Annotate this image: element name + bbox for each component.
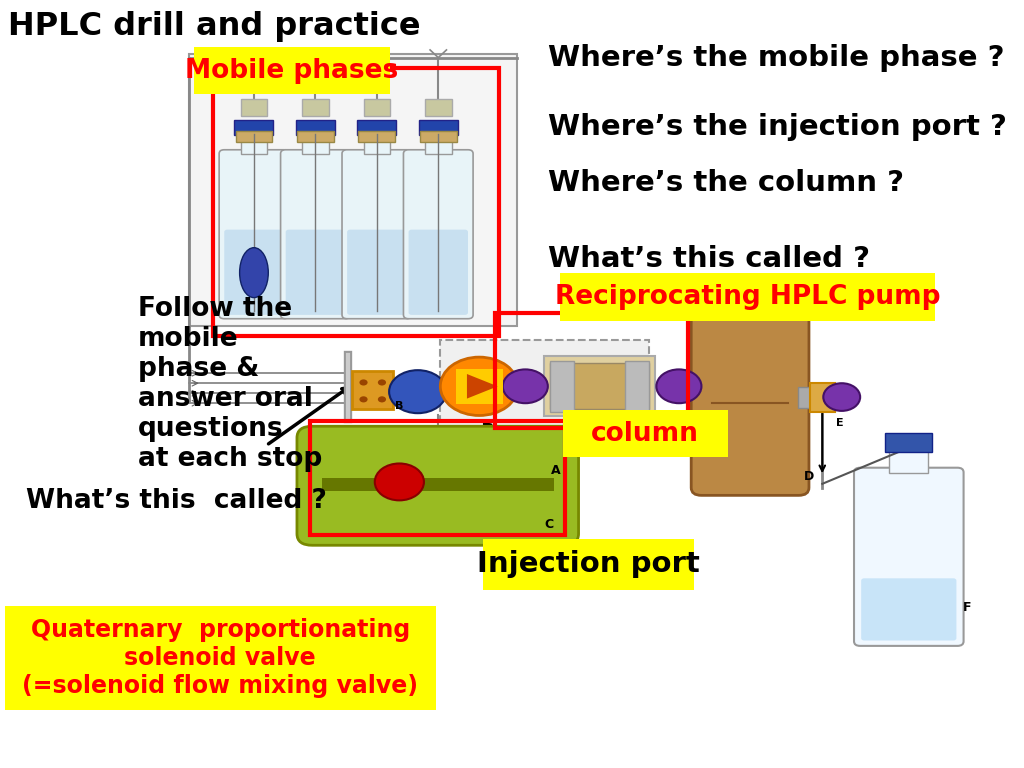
Circle shape [440, 357, 518, 415]
FancyBboxPatch shape [5, 606, 436, 710]
Circle shape [359, 396, 368, 402]
FancyBboxPatch shape [342, 150, 412, 319]
FancyBboxPatch shape [409, 230, 468, 315]
FancyBboxPatch shape [189, 54, 517, 326]
FancyBboxPatch shape [241, 99, 267, 116]
FancyBboxPatch shape [297, 426, 579, 545]
FancyBboxPatch shape [241, 130, 267, 154]
FancyBboxPatch shape [889, 447, 928, 473]
Text: D: D [804, 470, 814, 483]
FancyBboxPatch shape [798, 387, 814, 408]
FancyBboxPatch shape [322, 478, 554, 492]
FancyBboxPatch shape [691, 311, 809, 495]
FancyBboxPatch shape [352, 371, 393, 409]
FancyBboxPatch shape [364, 99, 390, 116]
Circle shape [375, 464, 424, 501]
FancyBboxPatch shape [563, 411, 727, 458]
Text: Where’s the mobile phase ?: Where’s the mobile phase ? [548, 44, 1005, 71]
Text: F: F [963, 601, 971, 614]
Polygon shape [467, 374, 498, 399]
FancyBboxPatch shape [550, 363, 649, 409]
Text: E: E [836, 419, 843, 429]
Circle shape [656, 369, 701, 403]
FancyBboxPatch shape [234, 120, 273, 135]
Text: Where’s the injection port ?: Where’s the injection port ? [548, 113, 1007, 141]
FancyBboxPatch shape [625, 361, 649, 412]
FancyBboxPatch shape [456, 369, 503, 404]
FancyBboxPatch shape [425, 130, 452, 154]
Text: What’s this  called ?: What’s this called ? [26, 488, 327, 514]
Text: A: A [551, 464, 560, 477]
Circle shape [359, 379, 368, 386]
FancyBboxPatch shape [544, 356, 655, 416]
FancyBboxPatch shape [560, 273, 935, 322]
Text: Mobile phases: Mobile phases [185, 58, 398, 84]
FancyBboxPatch shape [286, 230, 345, 315]
Text: C: C [545, 518, 554, 531]
FancyBboxPatch shape [550, 361, 574, 412]
FancyBboxPatch shape [483, 539, 694, 590]
FancyBboxPatch shape [440, 340, 649, 432]
FancyBboxPatch shape [281, 150, 350, 319]
FancyBboxPatch shape [302, 99, 329, 116]
FancyBboxPatch shape [297, 131, 334, 142]
FancyBboxPatch shape [420, 131, 457, 142]
Text: Reciprocating HPLC pump: Reciprocating HPLC pump [555, 284, 940, 310]
Text: Where’s the column ?: Where’s the column ? [548, 169, 904, 197]
Circle shape [503, 369, 548, 403]
Text: B: B [395, 401, 403, 411]
FancyBboxPatch shape [854, 468, 964, 646]
FancyBboxPatch shape [347, 230, 407, 315]
Text: Injection port: Injection port [477, 551, 700, 578]
Text: Quaternary  proportionating
solenoid valve
(=solenoid flow mixing valve): Quaternary proportionating solenoid valv… [23, 618, 418, 698]
FancyBboxPatch shape [236, 131, 272, 142]
Text: Follow the
mobile
phase &
answer oral
questions
at each stop: Follow the mobile phase & answer oral qu… [138, 296, 323, 472]
Circle shape [823, 383, 860, 411]
FancyBboxPatch shape [403, 150, 473, 319]
Text: What’s this called ?: What’s this called ? [548, 245, 869, 273]
FancyBboxPatch shape [302, 130, 329, 154]
FancyBboxPatch shape [885, 433, 932, 452]
FancyBboxPatch shape [296, 120, 335, 135]
Circle shape [378, 396, 386, 402]
FancyBboxPatch shape [425, 99, 452, 116]
FancyBboxPatch shape [364, 130, 390, 154]
FancyBboxPatch shape [419, 120, 458, 135]
FancyBboxPatch shape [224, 230, 284, 315]
Text: HPLC drill and practice: HPLC drill and practice [8, 12, 421, 42]
FancyBboxPatch shape [358, 131, 395, 142]
FancyBboxPatch shape [357, 120, 396, 135]
FancyBboxPatch shape [810, 383, 835, 412]
Text: column: column [591, 421, 699, 447]
FancyBboxPatch shape [194, 48, 389, 94]
Circle shape [389, 370, 446, 413]
FancyBboxPatch shape [219, 150, 289, 319]
Ellipse shape [240, 247, 268, 297]
Circle shape [378, 379, 386, 386]
FancyBboxPatch shape [861, 578, 956, 641]
